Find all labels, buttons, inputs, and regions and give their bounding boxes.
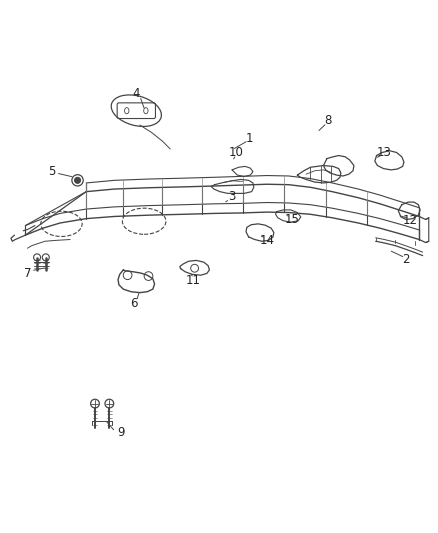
Text: 5: 5	[48, 165, 55, 178]
Circle shape	[74, 177, 81, 183]
Text: 3: 3	[228, 190, 236, 204]
Text: 4: 4	[133, 87, 140, 100]
Text: 7: 7	[24, 266, 31, 279]
Text: 11: 11	[185, 274, 201, 287]
Text: 13: 13	[377, 146, 392, 159]
Text: 9: 9	[117, 426, 125, 439]
Text: 15: 15	[285, 213, 300, 226]
Text: 14: 14	[259, 234, 274, 247]
Text: 10: 10	[229, 146, 244, 159]
Text: 6: 6	[131, 297, 138, 310]
Text: 2: 2	[403, 254, 410, 266]
Text: 1: 1	[246, 132, 253, 144]
Text: 12: 12	[403, 214, 418, 227]
Text: 8: 8	[324, 114, 332, 127]
